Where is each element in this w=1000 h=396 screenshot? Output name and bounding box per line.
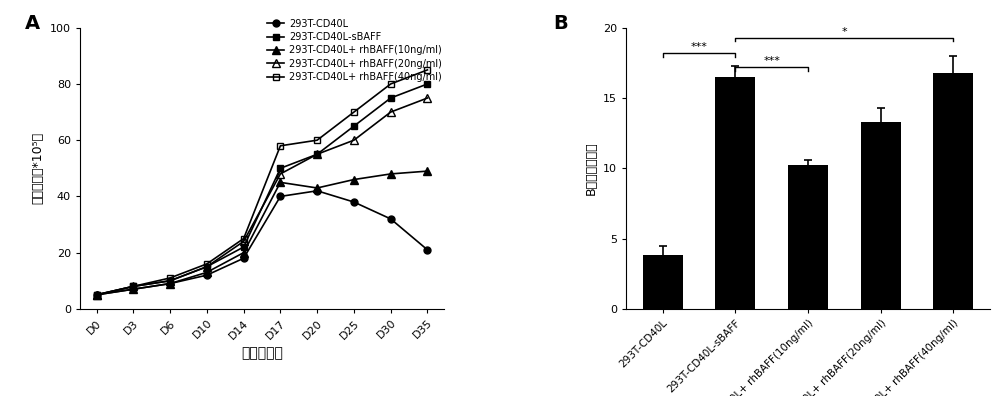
- Legend: 293T-CD40L, 293T-CD40L-sBAFF, 293T-CD40L+ rhBAFF(10ng/ml), 293T-CD40L+ rhBAFF(20: 293T-CD40L, 293T-CD40L-sBAFF, 293T-CD40L…: [267, 19, 442, 82]
- Text: ***: ***: [763, 56, 780, 67]
- Y-axis label: 细胞总数（*10⁵）: 细胞总数（*10⁵）: [31, 132, 44, 204]
- Text: A: A: [25, 13, 41, 32]
- Text: B: B: [553, 13, 568, 32]
- Y-axis label: B细胞扩增倍数: B细胞扩增倍数: [584, 141, 597, 195]
- Bar: [861, 122, 901, 309]
- Text: ***: ***: [690, 42, 707, 52]
- Bar: [715, 77, 755, 309]
- Bar: [933, 73, 973, 309]
- Bar: [788, 166, 828, 309]
- Text: *: *: [842, 27, 847, 37]
- X-axis label: 时间（天）: 时间（天）: [241, 346, 283, 360]
- Bar: [643, 255, 683, 309]
